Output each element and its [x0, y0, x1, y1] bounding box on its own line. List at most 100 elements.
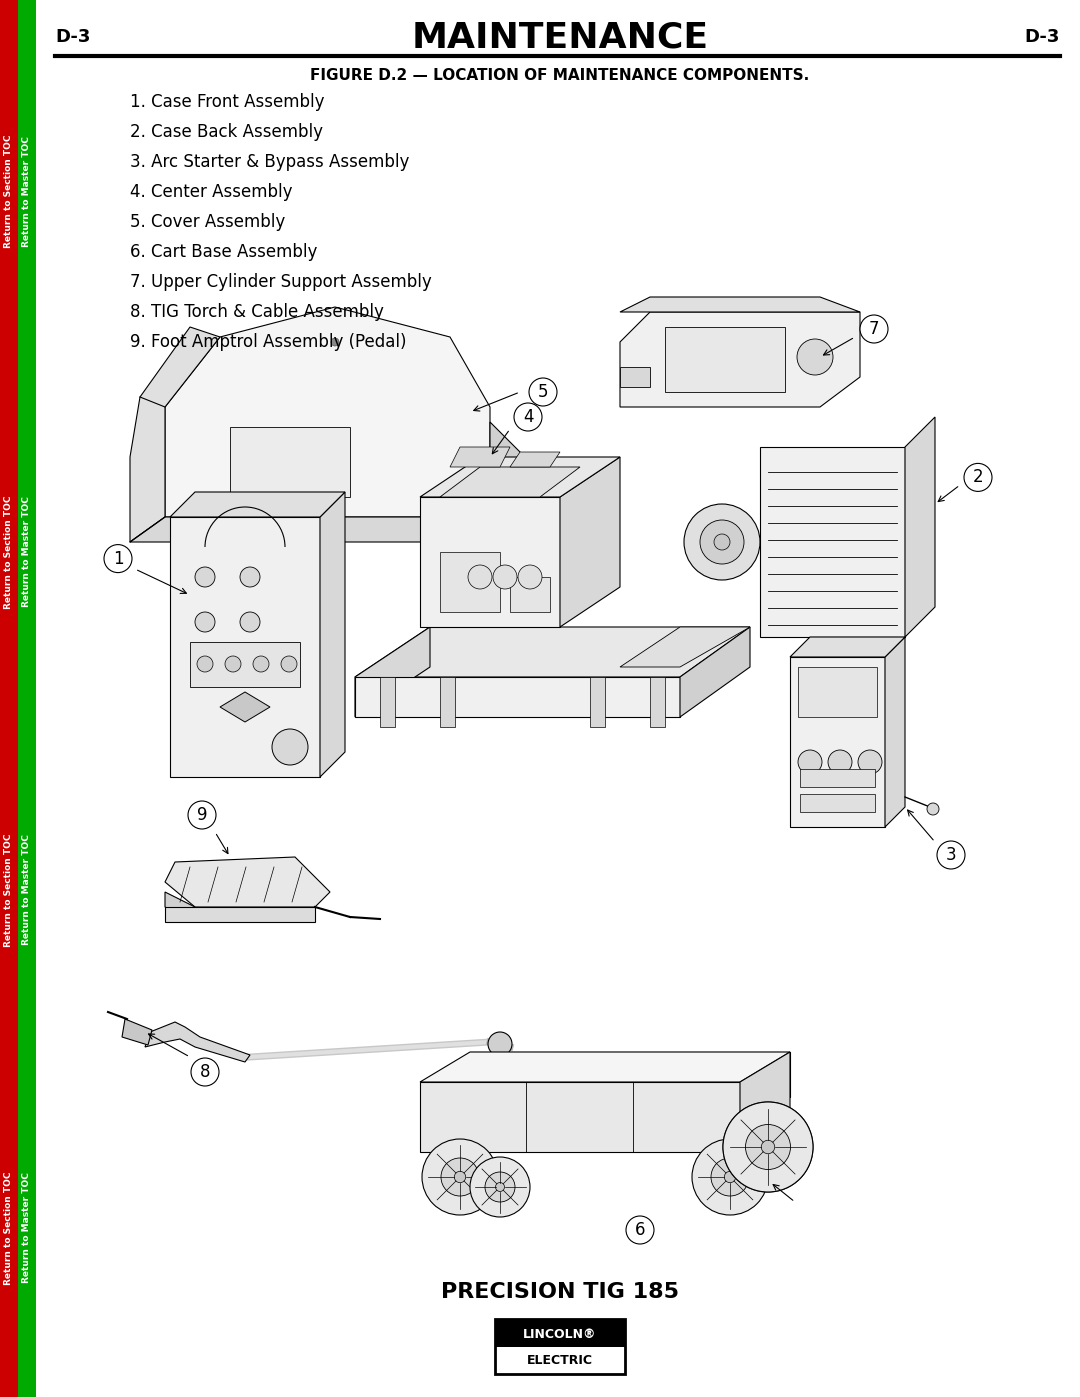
Bar	[18, 721, 36, 1059]
Polygon shape	[380, 678, 395, 726]
Bar	[800, 793, 875, 812]
Text: 9: 9	[197, 806, 207, 824]
Text: MAINTENANCE: MAINTENANCE	[411, 20, 708, 54]
Circle shape	[745, 1125, 791, 1169]
Polygon shape	[440, 467, 580, 497]
Bar	[18, 383, 36, 721]
Circle shape	[927, 803, 939, 814]
Circle shape	[518, 564, 542, 590]
Circle shape	[761, 1140, 774, 1154]
Text: Return to Section TOC: Return to Section TOC	[4, 1171, 14, 1285]
Text: 7: 7	[868, 320, 879, 338]
Circle shape	[240, 567, 260, 587]
Polygon shape	[789, 637, 905, 657]
Circle shape	[745, 1125, 791, 1169]
Text: 7. Upper Cylinder Support Assembly: 7. Upper Cylinder Support Assembly	[130, 272, 432, 291]
Bar	[510, 577, 550, 612]
Polygon shape	[165, 856, 330, 907]
Circle shape	[488, 1032, 512, 1056]
Bar	[798, 666, 877, 717]
Text: 8. TIG Torch & Cable Assembly: 8. TIG Torch & Cable Assembly	[130, 303, 383, 321]
Bar	[0, 721, 18, 1059]
Text: Return to Master TOC: Return to Master TOC	[23, 136, 31, 247]
Circle shape	[858, 750, 882, 774]
Bar	[0, 0, 18, 383]
Circle shape	[195, 612, 215, 631]
Text: 5: 5	[538, 383, 549, 401]
Text: 6. Cart Base Assembly: 6. Cart Base Assembly	[130, 243, 318, 261]
Circle shape	[104, 545, 132, 573]
Bar	[0, 1059, 18, 1397]
Circle shape	[529, 379, 557, 407]
Bar	[665, 327, 785, 393]
Polygon shape	[789, 657, 885, 827]
Text: 3: 3	[946, 847, 956, 863]
Text: Return to Section TOC: Return to Section TOC	[4, 496, 14, 609]
Circle shape	[240, 612, 260, 631]
Circle shape	[626, 1215, 654, 1243]
Bar	[440, 552, 500, 612]
Text: 8: 8	[200, 1063, 211, 1081]
Circle shape	[455, 1171, 465, 1183]
Polygon shape	[680, 627, 750, 717]
Polygon shape	[122, 1018, 152, 1045]
Bar	[720, 1147, 740, 1172]
Circle shape	[197, 657, 213, 672]
Circle shape	[700, 520, 744, 564]
Polygon shape	[650, 678, 665, 726]
Text: 9. Foot Amptrol Assembly (Pedal): 9. Foot Amptrol Assembly (Pedal)	[130, 332, 406, 351]
Polygon shape	[420, 497, 561, 627]
Text: LINCOLN®: LINCOLN®	[523, 1327, 597, 1341]
Polygon shape	[561, 457, 620, 627]
Text: Return to Section TOC: Return to Section TOC	[4, 833, 14, 947]
Circle shape	[828, 750, 852, 774]
Circle shape	[468, 564, 492, 590]
Circle shape	[761, 1140, 774, 1154]
Polygon shape	[740, 1052, 789, 1153]
Circle shape	[485, 1172, 515, 1201]
Polygon shape	[510, 453, 561, 467]
Bar	[18, 1059, 36, 1397]
Circle shape	[191, 1058, 219, 1085]
Circle shape	[195, 567, 215, 587]
Polygon shape	[130, 517, 490, 542]
Text: ELECTRIC: ELECTRIC	[527, 1354, 593, 1366]
Circle shape	[684, 504, 760, 580]
Polygon shape	[420, 457, 620, 497]
Polygon shape	[165, 307, 490, 517]
Circle shape	[964, 464, 993, 492]
Text: 4. Center Assembly: 4. Center Assembly	[130, 183, 293, 201]
Circle shape	[711, 1158, 750, 1196]
Circle shape	[330, 338, 339, 346]
Bar	[440, 1147, 460, 1172]
Circle shape	[723, 1102, 813, 1192]
Circle shape	[225, 657, 241, 672]
Bar	[495, 1320, 625, 1347]
Bar	[190, 643, 300, 687]
Text: 3. Arc Starter & Bypass Assembly: 3. Arc Starter & Bypass Assembly	[130, 154, 409, 170]
Circle shape	[188, 800, 216, 828]
Text: Return to Section TOC: Return to Section TOC	[4, 134, 14, 249]
Circle shape	[725, 1171, 735, 1183]
Polygon shape	[440, 678, 455, 726]
Text: FIGURE D.2 — LOCATION OF MAINTENANCE COMPONENTS.: FIGURE D.2 — LOCATION OF MAINTENANCE COM…	[310, 67, 810, 82]
Circle shape	[492, 564, 517, 590]
Polygon shape	[320, 492, 345, 777]
Text: 5. Cover Assembly: 5. Cover Assembly	[130, 212, 285, 231]
Polygon shape	[165, 907, 315, 922]
Text: PRECISION TIG 185: PRECISION TIG 185	[441, 1282, 679, 1302]
Polygon shape	[130, 327, 220, 542]
Circle shape	[514, 402, 542, 432]
Bar	[495, 1319, 625, 1375]
Polygon shape	[355, 627, 430, 717]
Polygon shape	[170, 517, 320, 777]
Text: 6: 6	[635, 1221, 645, 1239]
Circle shape	[937, 841, 966, 869]
Polygon shape	[420, 1083, 740, 1153]
Polygon shape	[885, 637, 905, 827]
Bar	[18, 0, 36, 383]
Circle shape	[441, 1158, 480, 1196]
Polygon shape	[620, 627, 750, 666]
Polygon shape	[165, 893, 195, 922]
Circle shape	[253, 657, 269, 672]
